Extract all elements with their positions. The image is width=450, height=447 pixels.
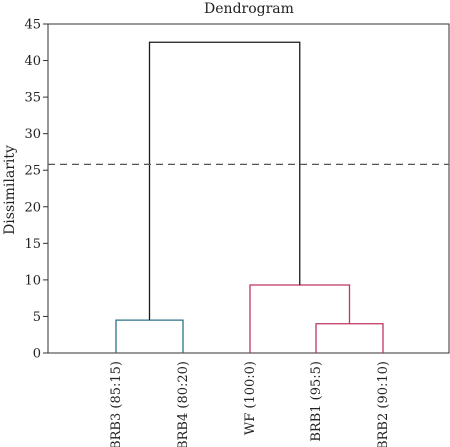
plot-frame xyxy=(47,23,450,354)
y-tick-label: 25 xyxy=(24,164,41,179)
y-tick-label: 0 xyxy=(33,347,41,362)
dendrogram-link-2 xyxy=(315,323,384,353)
dendrogram-link-3 xyxy=(249,284,351,353)
y-tick-label: 10 xyxy=(24,273,41,288)
leaf-label: BRB3 (85:15) xyxy=(109,361,124,447)
y-tick-label: 20 xyxy=(24,200,41,215)
dendrogram-links xyxy=(48,41,449,353)
dendrogram-link-1 xyxy=(115,319,184,353)
chart-title: Dendrogram xyxy=(204,1,294,17)
dendrogram-link-4 xyxy=(148,41,301,321)
leaf-label: BRB1 (95:5) xyxy=(309,361,324,442)
leaf-labels: BRB3 (85:15) BRB4 (80:20) WF (100:0) BRB1 (… xyxy=(109,361,391,447)
y-tick-label: 45 xyxy=(24,18,41,33)
y-tick-label: 35 xyxy=(24,91,41,106)
leaf-label: BRB4 (80:20) xyxy=(176,361,191,447)
y-tick-label: 40 xyxy=(24,54,41,69)
y-tick-label: 5 xyxy=(33,310,41,325)
y-tick-label: 30 xyxy=(24,127,41,142)
y-axis-title: Dissimilarity xyxy=(2,145,18,235)
leaf-label: BRB2 (90:10) xyxy=(376,361,391,447)
y-tick-label: 15 xyxy=(24,237,41,252)
leaf-label: WF (100:0) xyxy=(243,361,258,435)
plot-area-border xyxy=(47,23,450,354)
y-axis-ticks: 0 5 10 15 20 25 30 35 40 45 xyxy=(24,18,48,362)
